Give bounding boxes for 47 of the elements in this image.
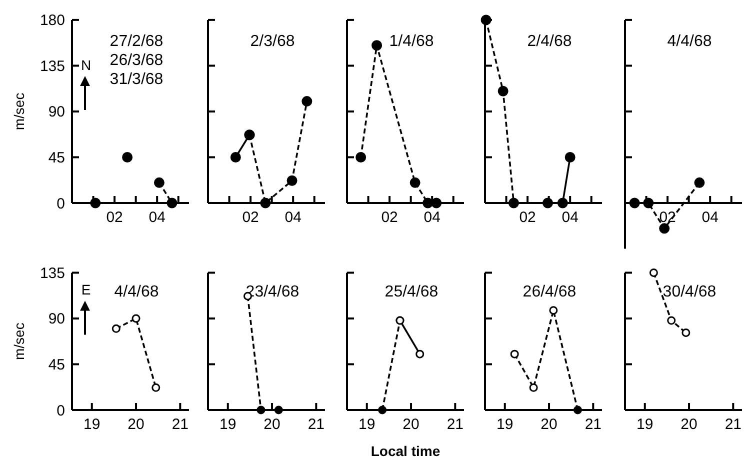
annotation: E: [81, 282, 91, 298]
y-axis-title: m/sec: [11, 92, 27, 130]
text: 2/4/68: [527, 32, 572, 50]
x-tick-label: 20: [128, 416, 144, 433]
x-axis-title: Local time: [370, 443, 440, 459]
y-tick-label: 45: [48, 356, 65, 374]
x-tick-label: 04: [284, 209, 302, 226]
x-tick-label: 21: [724, 416, 742, 433]
x-tick-label: 20: [402, 416, 420, 433]
y-tick-label: 0: [56, 402, 65, 420]
text: 2/3/68: [250, 32, 295, 50]
annotation: N: [80, 56, 92, 73]
y-axis-title: m/sec: [11, 322, 27, 360]
text: 4/4/68: [114, 284, 159, 301]
x-tick-label: 19: [358, 416, 376, 433]
y-tick-label: 45: [48, 149, 65, 166]
text: 30/4/68: [662, 284, 716, 301]
x-tick-label: 19: [220, 416, 236, 433]
y-tick-label: 135: [40, 264, 65, 282]
x-tick-label: 19: [496, 416, 514, 433]
x-tick-label: 20: [264, 416, 280, 433]
x-tick-label: 19: [84, 416, 100, 433]
y-tick-label: 90: [48, 104, 65, 121]
y-tick-label: 0: [56, 195, 65, 212]
x-tick-label: 19: [636, 416, 654, 433]
text: 25/4/68: [384, 284, 438, 301]
x-tick-label: 04: [562, 209, 578, 226]
x-tick-label: 02: [519, 209, 536, 226]
y-tick-label: 180: [40, 12, 65, 30]
text: 1/4/68: [389, 32, 434, 50]
x-tick-label: 21: [584, 416, 602, 433]
x-tick-label: 20: [680, 416, 698, 433]
x-tick-label: 21: [308, 416, 325, 433]
x-tick-label: 21: [172, 416, 189, 433]
x-tick-label: 04: [702, 209, 718, 226]
text: 27/2/68 26/3/68 31/3/68: [110, 32, 164, 88]
x-tick-label: 20: [540, 416, 558, 433]
x-tick-label: 02: [242, 209, 259, 226]
text: 26/4/68: [522, 284, 576, 301]
x-tick-label: 21: [446, 416, 464, 433]
x-tick-label: 04: [148, 209, 166, 226]
y-tick-label: 135: [40, 58, 65, 75]
x-tick-label: 02: [381, 209, 398, 226]
x-tick-label: 02: [106, 209, 123, 226]
y-tick-label: 90: [48, 310, 65, 328]
x-tick-label: 04: [424, 209, 440, 226]
text: 4/4/68: [667, 32, 712, 50]
